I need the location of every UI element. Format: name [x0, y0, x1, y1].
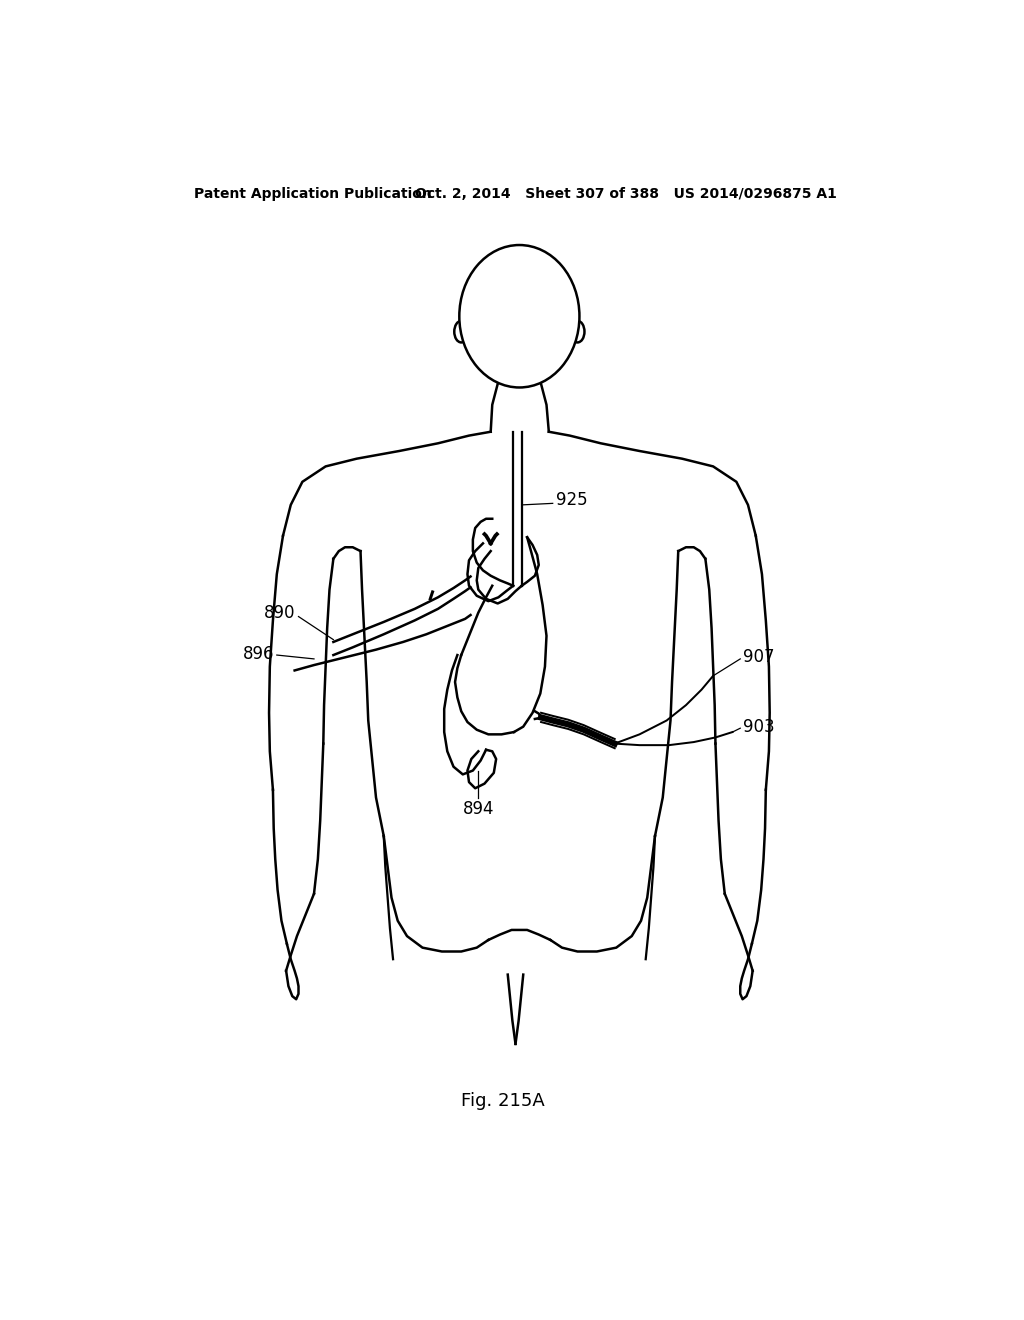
- Ellipse shape: [570, 321, 585, 342]
- Text: Patent Application Publication: Patent Application Publication: [194, 187, 432, 202]
- Text: Oct. 2, 2014   Sheet 307 of 388   US 2014/0296875 A1: Oct. 2, 2014 Sheet 307 of 388 US 2014/02…: [415, 187, 837, 202]
- Text: 890: 890: [263, 603, 295, 622]
- Text: 925: 925: [556, 491, 588, 510]
- Text: 896: 896: [243, 644, 274, 663]
- Ellipse shape: [460, 246, 580, 388]
- Text: 894: 894: [463, 800, 495, 818]
- Ellipse shape: [455, 321, 468, 342]
- Text: 903: 903: [742, 718, 774, 735]
- Text: Fig. 215A: Fig. 215A: [461, 1092, 545, 1110]
- Text: 907: 907: [742, 648, 774, 665]
